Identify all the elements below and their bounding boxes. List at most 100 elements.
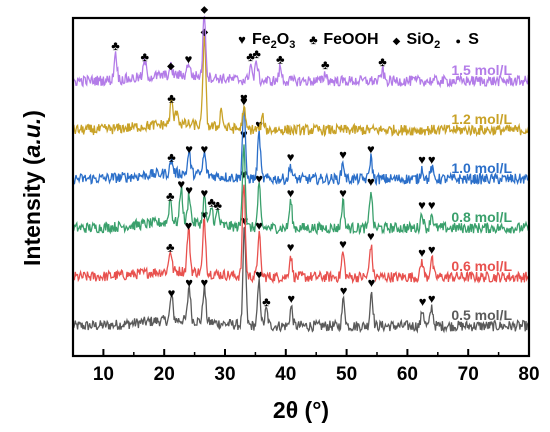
peak-marker-club: ♣	[213, 197, 222, 212]
peak-marker-diamond: ◆	[200, 4, 208, 15]
x-tick-label: 70	[458, 364, 479, 385]
series-label: 1.5 mol/L	[451, 62, 512, 78]
peak-marker-heart: ♥	[177, 177, 185, 192]
legend-label: FeOOH	[323, 31, 378, 48]
series-4: ♣ ◆ ♥ 1.2 mol/L	[72, 27, 530, 138]
peak-marker-heart: ♥	[255, 267, 263, 282]
peak-marker-heart: ♥	[240, 127, 248, 142]
legend-marker-club: ♣	[309, 32, 318, 47]
series-line	[72, 226, 530, 334]
legend-label: S	[468, 31, 479, 48]
peak-marker-heart: ♥	[339, 186, 347, 201]
peak-marker-diamond: ◆	[200, 27, 208, 38]
series-line	[72, 144, 530, 236]
peak-marker-heart: ♥	[185, 141, 193, 156]
peak-marker-club: ♣	[246, 49, 255, 64]
legend-marker-diamond: ◆	[393, 36, 401, 47]
peak-marker-heart: ♥	[419, 294, 427, 309]
series-line	[72, 32, 530, 138]
peak-marker-club: ♣	[262, 294, 271, 309]
peak-marker-club: ♣	[111, 38, 120, 53]
x-tick-label: 50	[336, 364, 357, 385]
peak-marker-heart: ♥	[240, 93, 248, 108]
y-axis-label-prefix: Intensity (	[19, 157, 45, 266]
peak-marker-heart: ♥	[240, 167, 248, 182]
peak-marker-heart: ♥	[367, 229, 375, 244]
legend-items: ♥ Fe2O3 ♣ FeOOH ◆ SiO2 ● S	[238, 31, 479, 51]
x-tick-label: 60	[397, 364, 418, 385]
peak-marker-heart: ♥	[339, 147, 347, 162]
series-label: 0.6 mol/L	[451, 258, 512, 274]
peak-marker-heart: ♥	[200, 141, 208, 156]
y-axis-label: Intensity (a.u.)	[19, 110, 45, 266]
peak-marker-heart: ♥	[185, 275, 193, 290]
peak-marker-club: ♣	[207, 194, 216, 209]
peak-marker-heart: ♥	[428, 291, 436, 306]
peak-marker-heart: ♥	[287, 291, 295, 306]
peak-marker-club: ♣	[378, 54, 387, 69]
peak-marker-heart: ♥	[185, 218, 193, 233]
x-tick-label: 20	[154, 364, 175, 385]
peak-marker-heart: ♥	[185, 183, 193, 198]
y-axis-label-unit: a.u.	[19, 118, 45, 158]
x-tick-label: 30	[214, 364, 235, 385]
peak-marker-heart: ♥	[418, 152, 426, 167]
peak-marker-heart: ♥	[367, 141, 375, 156]
legend: ♥ Fe2O3 ♣ FeOOH ◆ SiO2 ● S	[238, 31, 479, 51]
peak-marker-club: ♣	[276, 52, 285, 67]
peak-marker-heart: ♥	[255, 117, 263, 132]
x-tick-label: 80	[518, 364, 539, 385]
x-axis-label: 2θ (°)	[273, 397, 329, 423]
series-1: ♣♥♥♥♥♥ ♥♥♥ ♥0.6 mol/L	[72, 167, 530, 285]
peak-marker-diamond: ◆	[167, 61, 175, 72]
peak-marker-heart: ♥	[287, 186, 295, 201]
peak-marker-heart: ♥	[240, 90, 248, 105]
series-2: ♣♥ ♥ ♥♣♣♥♥♥ ♥♥♥ ♥0.8 mol/L	[72, 127, 530, 236]
peak-marker-club: ♣	[140, 49, 149, 64]
peak-marker-heart: ♥	[255, 171, 263, 186]
peak-marker-heart: ♥	[428, 242, 436, 257]
peak-marker-club: ♣	[166, 188, 175, 203]
plot-frame	[71, 16, 531, 358]
legend-label: Fe2O3	[252, 31, 295, 51]
peak-marker-heart: ♥	[200, 186, 208, 201]
peak-marker-heart: ♥	[340, 283, 348, 298]
peak-marker-club: ♣	[321, 57, 330, 72]
series-5: ♣♣◆ ♥◆♣♣ ♣ ♣ ♣1.5 mol/L	[72, 4, 530, 89]
peak-marker-club: ♣	[167, 90, 176, 105]
legend-marker-heart: ♥	[238, 32, 246, 47]
x-tick-label: 10	[93, 364, 114, 385]
peak-marker-heart: ♥	[368, 275, 376, 290]
peak-marker-heart: ♥	[367, 174, 375, 189]
peak-marker-heart: ♥	[418, 197, 426, 212]
series-label: 0.5 mol/L	[451, 307, 512, 323]
y-axis-label-suffix: )	[19, 110, 45, 118]
series-label: 1.2 mol/L	[451, 111, 512, 127]
legend-label: SiO2	[407, 31, 441, 51]
peak-marker-club: ♣	[252, 46, 261, 61]
peak-marker-heart: ♥	[428, 152, 436, 167]
series-layer: ♥♥ ♥♥♥♣ ♥♥♥♥ ♥0.5 mol/L♣♥♥♥♥♥ ♥♥♥ ♥0.6 mol/L♣…	[72, 4, 530, 334]
peak-marker-heart: ♥	[428, 197, 436, 212]
peak-marker-heart: ♥	[168, 286, 176, 301]
series-3: ♣♥ ♥♥♥♥ ♥ ♥♥ ♥1.0 mol/L	[72, 90, 530, 187]
peak-marker-club: ♣	[167, 150, 176, 165]
peak-marker-heart: ♥	[287, 239, 295, 254]
series-label: 0.8 mol/L	[451, 209, 512, 225]
x-axis: 10 20 30 40 50 60 70 80	[72, 349, 540, 385]
peak-marker-heart: ♥	[185, 52, 193, 67]
peak-marker-heart: ♥	[287, 150, 295, 165]
series-line	[72, 184, 530, 285]
legend-marker-dot: ●	[455, 36, 460, 46]
peak-marker-club: ♣	[166, 239, 175, 254]
x-tick-label: 40	[275, 364, 296, 385]
peak-marker-heart: ♥	[200, 275, 208, 290]
series-line	[72, 107, 530, 187]
series-label: 1.0 mol/L	[451, 160, 512, 176]
series-line	[72, 15, 530, 89]
peak-marker-heart: ♥	[339, 237, 347, 252]
peak-marker-heart: ♥	[255, 218, 263, 233]
peak-marker-heart: ♥	[200, 207, 208, 222]
peak-marker-heart: ♥	[418, 245, 426, 260]
